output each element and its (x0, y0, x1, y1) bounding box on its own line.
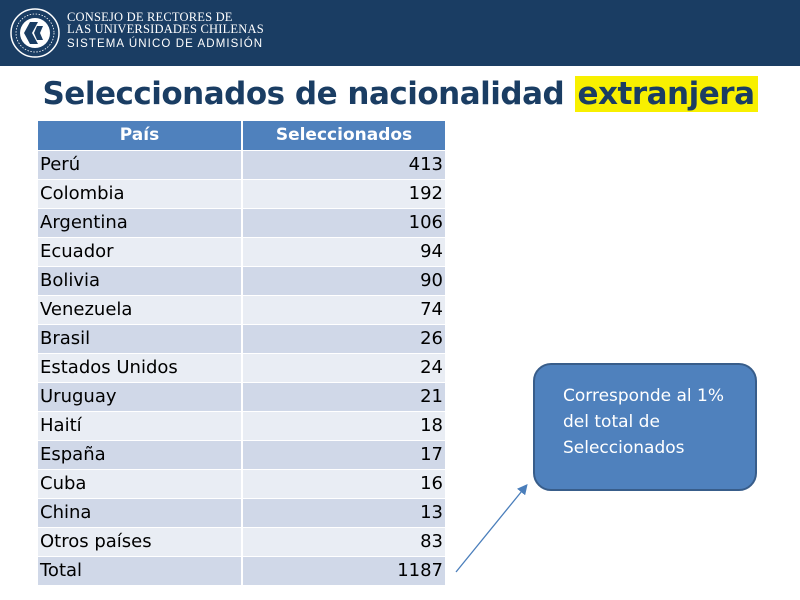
table-row: Ecuador 94 (38, 236, 445, 266)
callout-pointer-arrow (455, 483, 528, 573)
country-cell: Brasil (38, 323, 243, 353)
selected-count-cell: 16 (242, 468, 445, 498)
country-cell: Argentina (38, 207, 243, 237)
table-row: Uruguay 21 (38, 381, 445, 411)
country-cell: China (38, 497, 243, 527)
callout-line2: del total de (563, 412, 660, 432)
org-system-name: SISTEMA ÚNICO DE ADMISIÓN (67, 38, 264, 50)
selected-count-cell: 13 (242, 497, 445, 527)
selected-count-cell: 90 (242, 265, 445, 295)
country-cell: Otros países (38, 526, 243, 556)
selected-by-country-table: País Seleccionados Perú 413 Colombia 192 Arg… (38, 121, 445, 585)
country-cell: Venezuela (38, 294, 243, 324)
callout-line3: Seleccionados (563, 438, 685, 458)
slide-title-highlight: extranjera (574, 76, 758, 112)
percentage-callout-box: Corresponde al 1% del total de Seleccion… (533, 363, 757, 491)
country-cell: Total (38, 555, 243, 585)
top-header-bar: CONSEJO DE RECTORES DE LAS UNIVERSIDADES… (0, 0, 800, 66)
table-row: Cuba 16 (38, 468, 445, 498)
column-header-selected: Seleccionados (242, 121, 445, 150)
table-row: Otros países 83 (38, 526, 445, 556)
table-row: Haití 18 (38, 410, 445, 440)
slide-title: Seleccionados de nacionalidad extranjera (0, 74, 800, 114)
country-cell: Uruguay (38, 381, 243, 411)
country-cell: Colombia (38, 178, 243, 208)
selected-count-cell: 26 (242, 323, 445, 353)
table-row: Total 1187 (38, 555, 445, 585)
table-row: Estados Unidos 24 (38, 352, 445, 382)
table-row: Brasil 26 (38, 323, 445, 353)
table-row: Venezuela 74 (38, 294, 445, 324)
selected-count-cell: 18 (242, 410, 445, 440)
selected-count-cell: 17 (242, 439, 445, 469)
table-row: Colombia 192 (38, 178, 445, 208)
slide-title-text: Seleccionados de nacionalidad (42, 76, 575, 112)
table-header-row: País Seleccionados (38, 121, 445, 150)
selected-count-cell: 94 (242, 236, 445, 266)
country-cell: Estados Unidos (38, 352, 243, 382)
table-row: Perú 413 (38, 149, 445, 179)
table-row: China 13 (38, 497, 445, 527)
country-cell: Cuba (38, 468, 243, 498)
selected-count-cell: 106 (242, 207, 445, 237)
org-name-line1: CONSEJO DE RECTORES DE (67, 10, 233, 24)
country-cell: Bolivia (38, 265, 243, 295)
callout-line1: Corresponde al 1% (563, 386, 725, 406)
country-cell: Ecuador (38, 236, 243, 266)
selected-count-cell: 413 (242, 149, 445, 179)
org-name-line2: LAS UNIVERSIDADES CHILENAS (67, 22, 264, 36)
country-cell: España (38, 439, 243, 469)
table-row: Argentina 106 (38, 207, 445, 237)
selected-count-cell: 24 (242, 352, 445, 382)
selected-count-cell: 83 (242, 526, 445, 556)
cruch-seal-logo-icon (10, 8, 60, 58)
table-row: Bolivia 90 (38, 265, 445, 295)
selected-count-cell: 21 (242, 381, 445, 411)
selected-count-cell: 74 (242, 294, 445, 324)
country-cell: Haití (38, 410, 243, 440)
column-header-country: País (38, 121, 243, 150)
selected-count-cell: 1187 (242, 555, 445, 585)
table-row: España 17 (38, 439, 445, 469)
selected-count-cell: 192 (242, 178, 445, 208)
country-cell: Perú (38, 149, 243, 179)
